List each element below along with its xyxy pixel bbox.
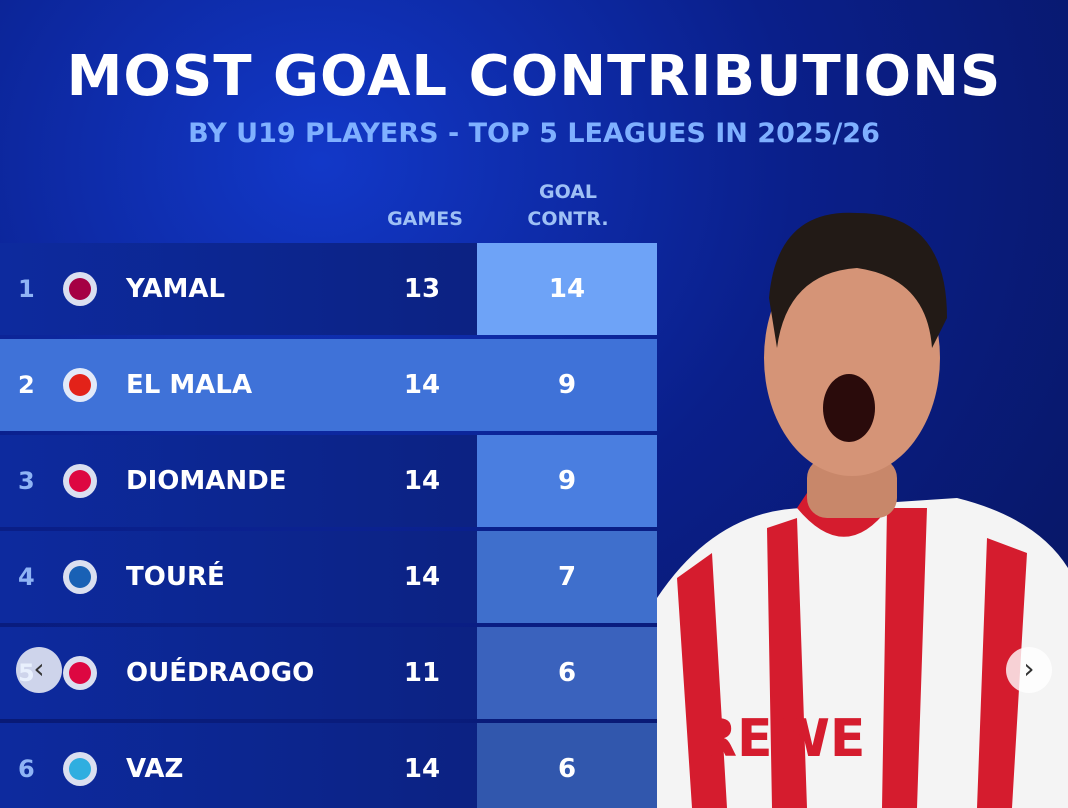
games: 11	[403, 658, 441, 688]
subtitle: BY U19 PLAYERS - TOP 5 LEAGUES IN 2025/2…	[188, 118, 880, 149]
rank: 6	[18, 755, 35, 783]
player-name: TOURÉ	[126, 562, 225, 592]
goal-contributions: 6	[477, 627, 657, 719]
goal-contributions: 6	[477, 723, 657, 808]
prev-button[interactable]: ‹	[16, 647, 62, 693]
table-row: 6 VAZ 14 6	[0, 723, 657, 808]
table-row: 3 DIOMANDE 14 9	[0, 435, 657, 527]
player-name: VAZ	[126, 754, 184, 784]
games: 14	[403, 370, 441, 400]
goal-contributions: 14	[477, 243, 657, 335]
player-photo: REWE	[657, 212, 1068, 808]
club-logo	[60, 269, 100, 309]
rank: 2	[18, 371, 35, 399]
club-logo	[60, 557, 100, 597]
player-name: YAMAL	[126, 274, 226, 304]
column-header: GOAL CONTR.	[527, 181, 609, 230]
goal-contributions: 9	[477, 339, 657, 431]
goal-contributions: 7	[477, 531, 657, 623]
player-name: DIOMANDE	[126, 466, 287, 496]
club-logo	[60, 365, 100, 405]
table-row: 1 YAMAL 13 14	[0, 243, 657, 335]
rank: 4	[18, 563, 35, 591]
games: 14	[403, 562, 441, 592]
rank: 3	[18, 467, 35, 495]
games: 14	[403, 466, 441, 496]
club-logo	[60, 653, 100, 693]
column-header: GAMES	[387, 208, 463, 230]
player-name: OUÉDRAOGO	[126, 658, 315, 688]
table-row: 2 EL MALA 14 9	[0, 339, 657, 431]
goal-contributions: 9	[477, 435, 657, 527]
club-logo	[60, 749, 100, 789]
games: 14	[403, 754, 441, 784]
title: MOST GOAL CONTRIBUTIONS	[66, 44, 1002, 109]
games: 13	[403, 274, 441, 304]
table-row: 4 TOURÉ 14 7	[0, 531, 657, 623]
rank: 1	[18, 275, 35, 303]
club-logo	[60, 461, 100, 501]
player-name: EL MALA	[126, 370, 253, 400]
svg-text:REWE: REWE	[697, 709, 865, 769]
next-button[interactable]: ›	[1006, 647, 1052, 693]
table-row: 5OUÉDRAOGO116	[0, 627, 657, 719]
